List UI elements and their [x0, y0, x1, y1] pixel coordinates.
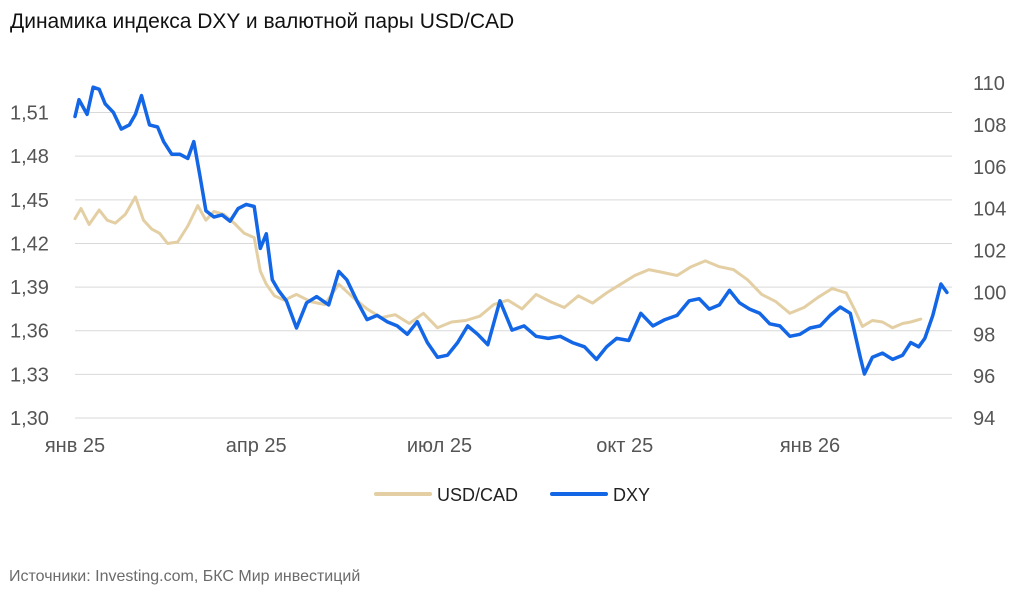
series-line-dxy: [73, 85, 949, 376]
right-axis-tick-label: 108: [973, 115, 1006, 137]
right-axis-tick-label: 102: [973, 241, 1006, 263]
x-axis-tick-label: янв 25: [45, 435, 105, 457]
x-axis-tick-label: апр 25: [226, 435, 287, 457]
right-axis-tick-label: 110: [973, 73, 1005, 95]
x-axis-tick-label: окт 25: [596, 435, 653, 457]
legend: USD/CAD DXY: [374, 485, 650, 505]
grid-lines: [75, 112, 952, 419]
x-axis: янв 25 апр 25 июл 25 окт 25 янв 26: [45, 435, 840, 457]
left-axis-tick-label: 1,36: [10, 321, 49, 343]
right-axis-tick-label: 106: [973, 157, 1006, 179]
left-axis-tick-label: 1,51: [10, 103, 49, 125]
legend-label: USD/CAD: [437, 485, 518, 505]
source-note: Источники: Investing.com, БКС Мир инвест…: [9, 568, 361, 585]
series-line-usd-cad: [73, 195, 923, 330]
right-axis-tick-label: 100: [973, 282, 1006, 304]
left-axis-tick-label: 1,48: [10, 146, 49, 168]
left-axis-tick-label: 1,30: [10, 408, 49, 430]
right-axis-tick-label: 96: [973, 366, 995, 388]
right-axis-tick-label: 94: [973, 408, 995, 430]
chart-title: Динамика индекса DXY и валютной пары USD…: [10, 10, 515, 33]
right-axis: 94 96 98 100 102 104 106 108 110: [973, 73, 1006, 430]
legend-label: DXY: [613, 485, 650, 505]
x-axis-tick-label: июл 25: [407, 435, 472, 457]
left-axis-tick-label: 1,39: [10, 277, 49, 299]
x-axis-tick-label: янв 26: [780, 435, 840, 457]
left-axis-tick-label: 1,42: [10, 233, 49, 255]
series-lines: [73, 85, 949, 376]
right-axis-tick-label: 98: [973, 324, 995, 346]
left-axis-tick-label: 1,45: [10, 190, 49, 212]
left-axis-tick-label: 1,33: [10, 364, 49, 386]
left-axis: 1,30 1,33 1,36 1,39 1,42 1,45 1,48 1,51: [10, 103, 49, 430]
right-axis-tick-label: 104: [973, 199, 1006, 221]
